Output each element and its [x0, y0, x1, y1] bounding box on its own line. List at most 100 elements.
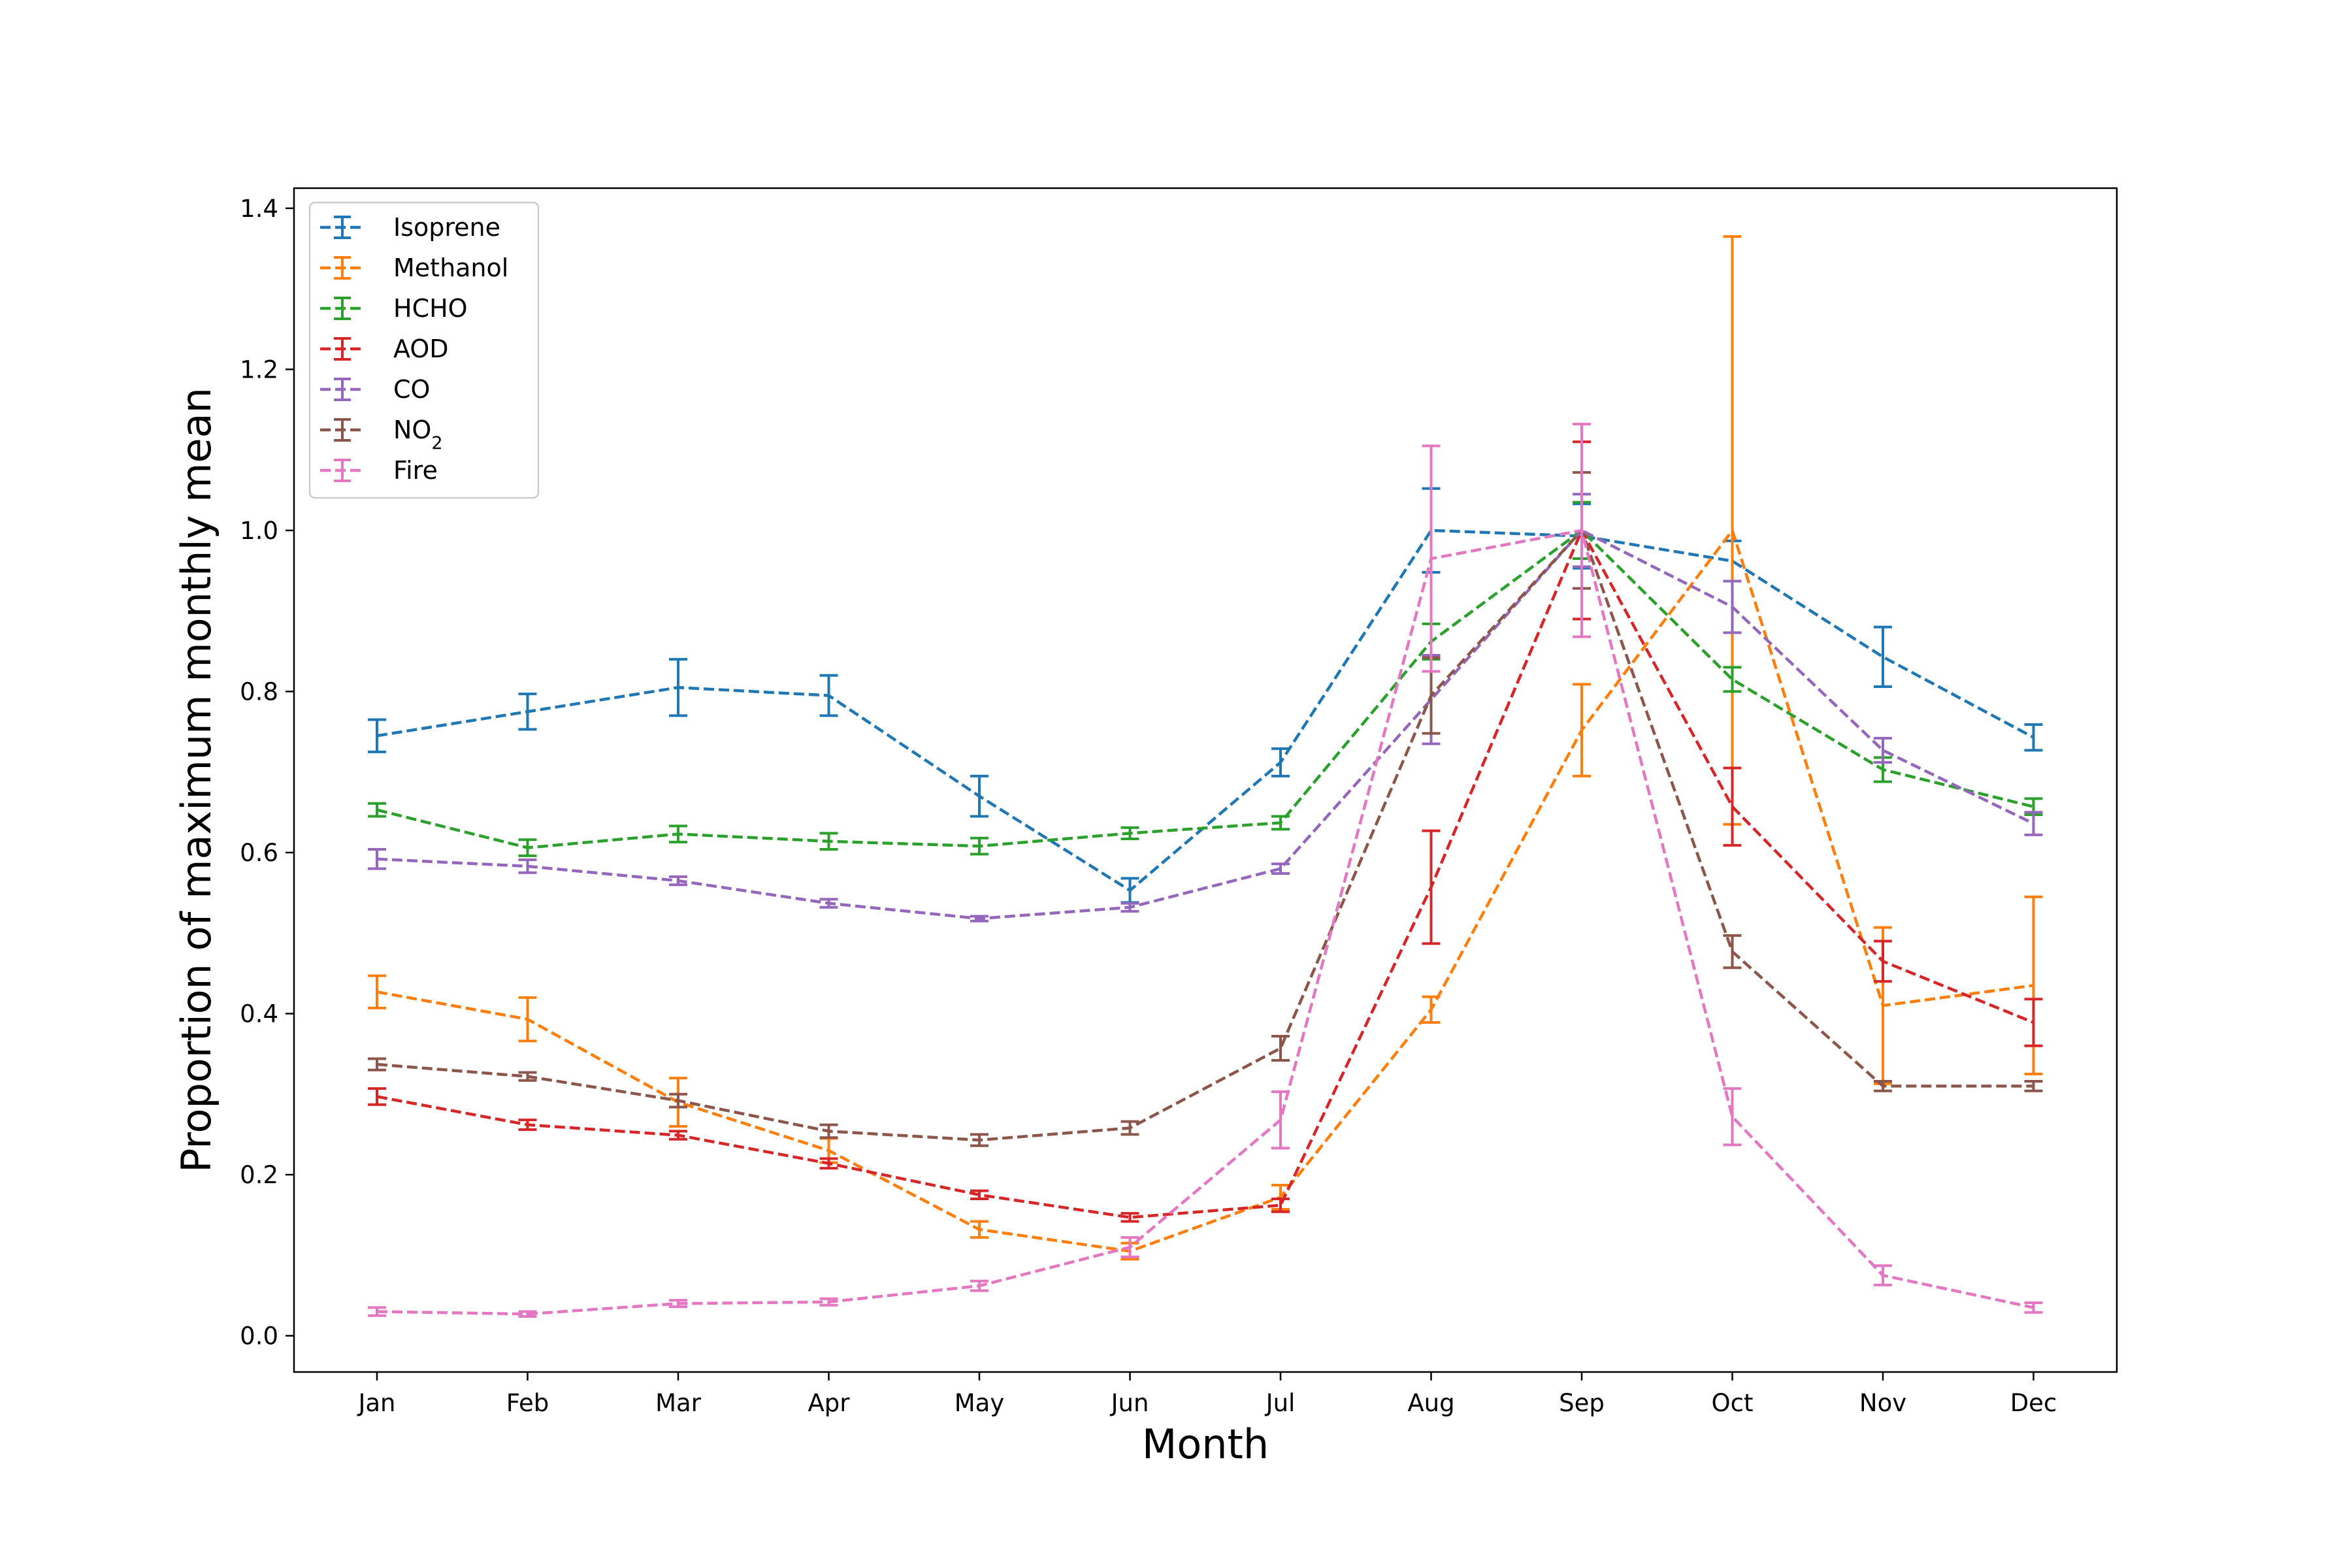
- x-tick-label: Jul: [1265, 1389, 1296, 1417]
- x-tick-label: Mar: [655, 1389, 702, 1417]
- error-bar: [819, 674, 838, 717]
- error-bar: [970, 1279, 988, 1292]
- legend-label: Methanol: [393, 253, 508, 282]
- x-tick-label: Feb: [506, 1389, 549, 1417]
- error-bar: [368, 1057, 386, 1071]
- error-bar: [669, 1092, 687, 1109]
- series-line-no2: [376, 529, 2034, 1142]
- error-bar: [2024, 1301, 2043, 1314]
- legend-label: Fire: [393, 456, 438, 485]
- error-bar: [518, 693, 537, 731]
- series-line-isoprene: [376, 529, 2034, 892]
- error-bar: [518, 1119, 537, 1131]
- error-bar: [368, 974, 386, 1009]
- x-tick-label: Oct: [1712, 1389, 1754, 1417]
- series-line-methanol: [376, 529, 2034, 1253]
- error-bar: [368, 802, 386, 818]
- error-bar: [1271, 1034, 1290, 1062]
- error-bar: [1120, 826, 1139, 840]
- legend-label: HCHO: [393, 294, 468, 323]
- error-bar: [1422, 995, 1441, 1024]
- x-tick-label: Nov: [1859, 1389, 1906, 1417]
- error-bar: [1874, 1264, 1892, 1286]
- error-bar: [1120, 1236, 1139, 1258]
- legend-label: CO: [393, 375, 430, 404]
- legend-frame: [308, 201, 540, 499]
- y-tick-label: 0.2: [240, 1161, 278, 1189]
- error-bar: [1874, 939, 1892, 983]
- error-bar: [669, 658, 687, 717]
- legend-item-methanol: Methanol: [320, 253, 508, 282]
- error-bar: [1271, 815, 1290, 831]
- error-bar: [2024, 811, 2043, 836]
- x-axis-label: Month: [1142, 1420, 1269, 1468]
- error-bar: [368, 1087, 386, 1106]
- series-fire: [368, 423, 2043, 1318]
- plot-marks: [368, 235, 2043, 1318]
- series-line-fire: [376, 529, 2034, 1316]
- error-bar: [1874, 1080, 1892, 1092]
- error-bar: [2024, 998, 2043, 1047]
- legend-item-aod: AOD: [320, 335, 449, 363]
- series-aod: [368, 440, 2043, 1223]
- y-tick-label: 0.8: [240, 678, 278, 706]
- legend-item-fire: Fire: [320, 456, 438, 485]
- error-bar: [819, 832, 838, 851]
- error-bar: [970, 774, 988, 818]
- error-bar: [368, 1306, 386, 1317]
- error-bar: [1573, 683, 1591, 777]
- error-bar: [669, 875, 687, 887]
- x-tick-label: Aug: [1407, 1389, 1454, 1417]
- error-bar: [1422, 829, 1441, 945]
- y-axis-label: Proportion of maximum monthly mean: [172, 387, 220, 1173]
- error-bar: [368, 848, 386, 870]
- x-tick-label: Apr: [808, 1389, 850, 1417]
- error-bar: [1723, 766, 1742, 847]
- x-tick-label: Jan: [357, 1389, 395, 1417]
- error-bar: [1271, 862, 1290, 875]
- error-bar: [1120, 1212, 1139, 1223]
- y-tick-label: 0.4: [240, 1000, 278, 1028]
- y-tick-label: 0.6: [240, 839, 278, 867]
- error-bar: [970, 915, 988, 923]
- error-bar: [2024, 1080, 2043, 1092]
- x-tick-label: Dec: [2010, 1389, 2057, 1417]
- legend-item-isoprene: Isoprene: [320, 213, 500, 242]
- error-bar: [1874, 736, 1892, 764]
- error-bar: [970, 1189, 988, 1200]
- series-line-aod: [376, 529, 2034, 1219]
- y-tick-label: 1.4: [240, 195, 278, 223]
- error-bar: [970, 1133, 988, 1147]
- error-bar: [518, 838, 537, 857]
- plot-frame: [293, 187, 2118, 1373]
- series-line-hcho: [376, 529, 2034, 849]
- error-bar: [518, 1071, 537, 1082]
- error-bar: [1271, 1090, 1290, 1150]
- error-bar: [1723, 1087, 1742, 1147]
- error-bar: [518, 996, 537, 1043]
- x-axis: Jan Feb Mar Apr May Jun Jul Aug Sep Oct Nov Dec: [357, 1372, 2057, 1417]
- error-bar: [819, 898, 838, 909]
- y-tick-label: 0.0: [240, 1322, 278, 1350]
- x-tick-label: May: [955, 1389, 1005, 1417]
- error-bar: [1723, 580, 1742, 634]
- y-axis: 0.0 0.2 0.4 0.6 0.8 1.0 1.2 1.4: [240, 195, 294, 1350]
- error-bar: [819, 1297, 838, 1307]
- error-bar: [1422, 444, 1441, 673]
- error-bar: [970, 836, 988, 856]
- error-bar: [2024, 723, 2043, 752]
- error-bar: [1723, 666, 1742, 693]
- legend-label: Isoprene: [393, 213, 500, 242]
- error-bar: [1271, 1197, 1290, 1213]
- error-bar: [669, 825, 687, 843]
- error-bar: [1120, 902, 1139, 913]
- error-bar: [669, 1299, 687, 1309]
- error-bar: [1120, 1120, 1139, 1136]
- error-bar: [518, 858, 537, 874]
- error-bar: [819, 1123, 838, 1139]
- error-bar: [1723, 934, 1742, 970]
- x-tick-label: Jun: [1110, 1389, 1149, 1417]
- error-bar: [970, 1220, 988, 1239]
